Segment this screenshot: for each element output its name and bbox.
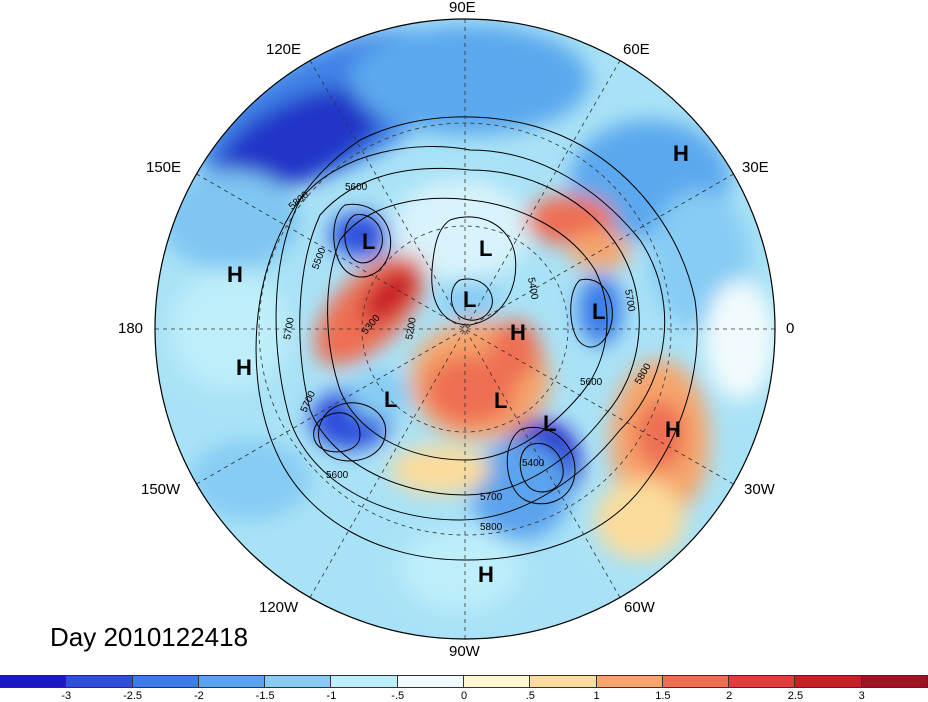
colorbar-swatch — [197, 675, 266, 688]
low-pressure-marker: L — [384, 387, 397, 412]
graticule — [155, 19, 775, 639]
colorbar-tick-label: 3 — [858, 690, 865, 702]
colorbar-swatch — [794, 675, 862, 688]
high-pressure-marker: H — [665, 417, 681, 442]
lon-label-90e: 90E — [449, 0, 476, 16]
lon-label-30w: 30W — [744, 481, 775, 498]
colorbar-swatch — [65, 675, 133, 688]
contour-label: 5700 — [282, 316, 297, 340]
lon-label-0: 0 — [786, 320, 795, 337]
lon-label-90w: 90W — [449, 643, 480, 660]
colorbar-swatch — [396, 675, 464, 688]
anomaly-field — [155, 19, 775, 639]
colorbar-swatch — [0, 675, 67, 688]
colorbar-tick-label: -2 — [193, 690, 204, 702]
contour-label: 5700 — [622, 289, 637, 313]
high-pressure-marker: H — [236, 355, 252, 380]
high-pressure-marker: H — [510, 320, 526, 345]
colorbar — [0, 675, 928, 689]
colorbar-swatch — [264, 675, 332, 688]
colorbar-swatch — [595, 675, 663, 688]
contour-label: 5600 — [345, 182, 368, 193]
low-pressure-marker: L — [463, 287, 476, 312]
lon-label-180: 180 — [118, 320, 144, 337]
colorbar-swatch — [131, 675, 199, 688]
lon-label-120w: 120W — [259, 599, 299, 616]
colorbar-tick-label: -.5 — [391, 690, 405, 702]
colorbar-tick-label: .5 — [525, 690, 535, 702]
lon-label-150w: 150W — [141, 481, 181, 498]
contour-label: 5400 — [522, 458, 545, 469]
lon-label-150e: 150E — [146, 159, 182, 176]
low-pressure-marker: L — [543, 411, 556, 436]
lon-label-60w: 60W — [624, 599, 655, 616]
contour-label: 5800 — [480, 522, 503, 533]
low-pressure-marker: L — [362, 229, 375, 254]
low-pressure-marker: L — [494, 388, 507, 413]
colorbar-tick-label: 1.5 — [655, 690, 671, 702]
colorbar-tick-label: 2 — [726, 690, 733, 702]
colorbar-tick-label: -1.5 — [255, 690, 275, 702]
colorbar-swatch — [529, 675, 597, 688]
colorbar-tick-label: 1 — [593, 690, 600, 702]
contour-label: 5400 — [525, 277, 540, 301]
lon-label-120e: 120E — [266, 41, 302, 58]
high-pressure-marker: H — [478, 562, 494, 587]
high-pressure-marker: H — [673, 141, 689, 166]
colorbar-tick-label: 0 — [460, 690, 468, 702]
lon-label-60e: 60E — [623, 41, 650, 58]
colorbar-tick-label: -3 — [61, 690, 72, 702]
height-contours — [255, 116, 698, 561]
contour-label: 5600 — [580, 377, 603, 388]
colorbar-swatch — [661, 675, 730, 688]
high-pressure-marker: H — [227, 262, 243, 287]
colorbar-tick-label: -2.5 — [123, 690, 143, 702]
map-boundary — [154, 18, 776, 640]
colorbar-swatch — [860, 675, 928, 688]
low-pressure-marker: L — [592, 299, 605, 324]
contour-labels: 5600 5500 5800 5700 5300 5200 5400 5700 … — [282, 182, 654, 533]
contour-label: 5200 — [404, 316, 419, 340]
pressure-centers: H H H H H H L L L L L L L — [227, 141, 689, 587]
colorbar-swatch — [330, 675, 398, 688]
colorbar-tick-label: -1 — [326, 690, 337, 702]
colorbar-tick-label: 2.5 — [787, 690, 804, 702]
low-pressure-marker: L — [479, 236, 492, 261]
lon-label-30e: 30E — [742, 159, 769, 176]
colorbar-swatch — [462, 675, 531, 688]
contour-label: 5700 — [480, 492, 503, 503]
contour-label: 5600 — [326, 470, 349, 481]
map-title: Day 2010122418 — [50, 622, 249, 652]
colorbar-swatch — [728, 675, 796, 688]
